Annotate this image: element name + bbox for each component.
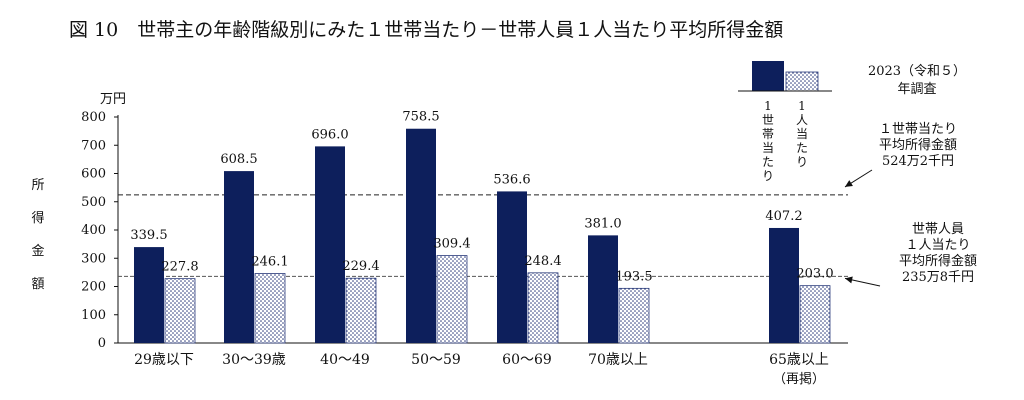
data-label-per-person: 203.0 (796, 267, 833, 282)
chart-title: 図 10 世帯主の年齢階級別にみた１世帯当たり－世帯人員１人当たり平均所得金額 (69, 19, 783, 41)
legend-label-char: 当 (762, 141, 774, 155)
survey-year-label: 2023（令和５） 年調査 (868, 64, 966, 97)
bar-per-person (799, 285, 831, 344)
data-label-household: 608.5 (220, 152, 257, 167)
legend-label-char: 1 (764, 99, 772, 113)
y-axis-title: 所得金額 (31, 178, 44, 292)
reference-line-label: 524万2千円 (882, 154, 954, 169)
reference-arrow-head (845, 180, 853, 187)
x-axis-labels: 29歳以下 30～39歳 40～49 50～59 60～69 70歳以上 65歳以上 （再掲） (134, 352, 829, 387)
y-tick-label: 600 (81, 167, 106, 182)
y-tick-label: 0 (98, 336, 106, 351)
bar-per-person (527, 272, 559, 344)
legend-label-char: 1 (798, 99, 806, 113)
legend-label-char: た (796, 141, 808, 155)
bar-household (497, 191, 527, 343)
reference-line-label: １人当たり (905, 238, 970, 253)
data-label-household: 536.6 (493, 172, 530, 187)
y-tick-label: 700 (81, 138, 106, 153)
data-label-household: 407.2 (765, 209, 802, 224)
category-label: 40～49 (320, 352, 370, 368)
data-label-household: 339.5 (130, 228, 167, 243)
category-label: 60～69 (502, 352, 552, 368)
data-label-household: 696.0 (311, 127, 348, 142)
legend-label-char: り (796, 155, 808, 169)
y-tick-label: 200 (81, 280, 106, 295)
legend-label-char: り (762, 169, 774, 183)
bar-household (134, 247, 164, 343)
bar-per-person (618, 287, 650, 344)
category-label: 65歳以上 (769, 352, 829, 368)
data-label-household: 758.5 (402, 110, 439, 125)
category-sublabel: （再掲） (773, 371, 825, 387)
reference-line-label: １世帯当たり (879, 122, 957, 137)
bar-per-person (345, 277, 377, 344)
category-label: 29歳以下 (134, 352, 194, 368)
category-label: 30～39歳 (222, 352, 286, 368)
data-label-per-person: 248.4 (524, 254, 561, 269)
reference-line-label: 世帯人員 (912, 222, 964, 237)
survey-label-line: 2023（令和５） (868, 64, 966, 79)
data-label-per-person: 246.1 (251, 254, 288, 269)
y-tick-label: 100 (81, 308, 106, 323)
legend-label-char: 当 (796, 127, 808, 141)
bar-household (224, 171, 254, 343)
y-tick-label: 800 (81, 110, 106, 125)
category-label: 50～59 (411, 352, 461, 368)
data-label-per-person: 227.8 (161, 260, 198, 275)
y-unit-label: 万円 (100, 92, 126, 107)
reference-line-label: 235万8千円 (902, 270, 974, 285)
y-axis-title-char: 金 (31, 243, 44, 259)
y-axis-title-char: 所 (31, 178, 44, 193)
y-axis-title-char: 得 (31, 210, 44, 226)
data-label-household: 381.0 (584, 216, 621, 231)
reference-line-label: 平均所得金額 (879, 137, 957, 153)
reference-line-label: 平均所得金額 (899, 253, 977, 269)
legend-swatch-per-person (785, 71, 819, 92)
legend-swatch-household (752, 61, 784, 91)
legend-label-char: 帯 (762, 127, 774, 141)
bar-per-person (436, 255, 468, 344)
reference-arrow-head (845, 276, 853, 284)
bar-per-person (164, 278, 196, 344)
bars: 339.5 227.8 608.5 246.1 696.0 229.4 758.5 309.4… (130, 110, 834, 344)
bar-household (588, 235, 618, 343)
bar-household (315, 146, 345, 343)
category-label: 70歳以上 (588, 352, 648, 368)
bar-household (406, 128, 436, 343)
y-tick-label: 400 (81, 223, 106, 238)
legend-label-char: 人 (796, 113, 808, 127)
data-label-per-person: 229.4 (342, 259, 379, 274)
reference-lines: １世帯当たり平均所得金額524万2千円世帯人員１人当たり平均所得金額235万8千… (118, 122, 977, 287)
bar-household (769, 227, 799, 343)
y-axis-title-char: 額 (31, 277, 44, 292)
y-tick-label: 500 (81, 195, 106, 210)
data-label-per-person: 193.5 (615, 269, 652, 284)
legend-label-char: 世 (762, 113, 774, 127)
data-label-per-person: 309.4 (433, 237, 470, 252)
survey-label-line: 年調査 (897, 82, 936, 97)
legend-label-char: た (762, 155, 774, 169)
y-tick-label: 300 (81, 251, 106, 266)
bar-per-person (254, 273, 286, 344)
